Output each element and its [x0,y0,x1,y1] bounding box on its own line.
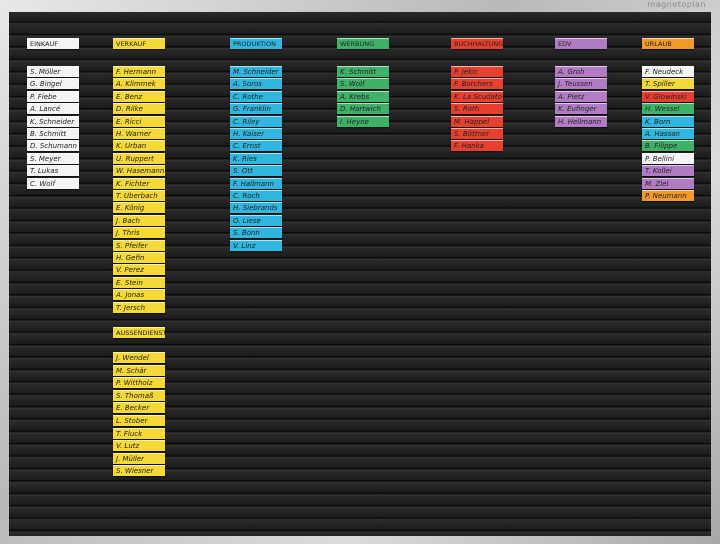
name-card: H. Siebrands [230,202,282,214]
name-card: K. Fichter [113,177,165,189]
name-card: P. Bellini [642,152,694,164]
name-card: F. Hallmann [230,177,282,189]
name-card: A. Lancé [27,103,79,115]
name-card: A. Krebs [337,90,389,102]
name-card: A. Groh [555,66,607,77]
name-card: C. Roch [230,190,282,201]
name-card: S. Bonn [230,227,282,239]
name-card: E. Benz [113,90,165,102]
name-card: V. Linz [230,239,282,251]
name-card: D. Schumann [27,140,79,152]
name-card: U. Ruppert [113,152,165,164]
name-card: C. Riley [230,115,282,127]
name-card: K. Schmitt [337,66,389,77]
name-card: D. Rilke [113,103,165,115]
name-card: H. Hellmann [555,115,607,127]
column-header: WERBUNG [337,38,389,49]
column-header: EINKAUF [27,38,79,49]
name-card: E. König [113,202,165,214]
name-card: B. Filippe [642,140,694,152]
name-card: F. Borchers [451,78,503,90]
name-card: K. Urban [113,140,165,152]
name-card: H. Wessel [642,103,694,115]
name-card: V. Lutz [113,440,165,452]
name-card: J. Wendel [113,352,165,363]
name-card: J. Teussen [555,78,607,90]
name-card: T. Lukas [27,165,79,177]
column-header: BUCHHALTUNG [451,38,503,49]
name-card: F. Hanka [451,140,503,152]
name-card: S. Meyer [27,152,79,164]
name-card: H. Kaiser [230,128,282,139]
name-card: E. Ricci [113,115,165,127]
name-card: P. Jekic [451,66,503,77]
name-card: J. Müller [113,452,165,464]
name-card: A. Pietz [555,90,607,102]
name-card: A. Soros [230,78,282,90]
name-card: T. Fluck [113,427,165,439]
name-card: T. Spiller [642,78,694,90]
column-header: EDV [555,38,607,49]
name-card: B. Schmitt [27,128,79,139]
name-card: G. Bingel [27,78,79,90]
name-card: V. Perez [113,264,165,276]
name-card: M. Ziel [642,177,694,189]
name-card: S. Ott [230,165,282,177]
name-card: J. Bach [113,214,165,226]
column-header: PRODUKTION [230,38,282,49]
name-card: T. Kollei [642,165,694,177]
name-card: A. Klimmek [113,78,165,90]
brand: magnetoplan [647,0,706,9]
name-card: T. Uberbach [113,190,165,201]
name-card: P. Neumann [642,190,694,201]
name-card: T. Jersch [113,301,165,313]
name-card: V. Glowinski [642,90,694,102]
name-card: F. Hermann [113,66,165,77]
name-card: P. Fiebe [27,90,79,102]
name-card: S. Wiesner [113,465,165,477]
column-header: VERKAUF [113,38,165,49]
name-card: S. Wolf [337,78,389,90]
name-card: E. Becker [113,402,165,414]
name-card: K. La Scudato [451,90,503,102]
name-card: K. Ries [230,152,282,164]
name-card: F. Neudeck [642,66,694,77]
name-card: S. Thomaß [113,389,165,401]
name-card: I. Heyne [337,115,389,127]
name-card: E. Stein [113,276,165,288]
name-card: J. Thris [113,227,165,239]
name-card: H. Gefin [113,252,165,263]
name-card: S. Möller [27,66,79,77]
name-card: K. Eufinger [555,103,607,115]
name-card: W. Hasemann [113,165,165,177]
name-card: L. Stober [113,415,165,426]
name-card: M. Schneider [230,66,282,77]
name-card: K. Schneider [27,115,79,127]
column-header: AUSSENDIENST [113,327,165,338]
name-card: P. Wittholz [113,377,165,389]
name-card: D. Hartwich [337,103,389,115]
name-card: A. Jonas [113,289,165,301]
name-card: A. Hassan [642,128,694,139]
name-card: C. Wolf [27,177,79,189]
name-card: O. Liese [230,214,282,226]
column-header: URLAUB [642,38,694,49]
name-card: C. Rothe [230,90,282,102]
name-card: G. Franklin [230,103,282,115]
name-card: S. Pfeifer [113,239,165,251]
name-card: M. Schär [113,364,165,376]
name-card: C. Ernst [230,140,282,152]
name-card: S. Böttner [451,128,503,139]
name-card: H. Warner [113,128,165,139]
name-card: M. Happel [451,115,503,127]
name-card: S. Roth [451,103,503,115]
name-card: K. Born [642,115,694,127]
